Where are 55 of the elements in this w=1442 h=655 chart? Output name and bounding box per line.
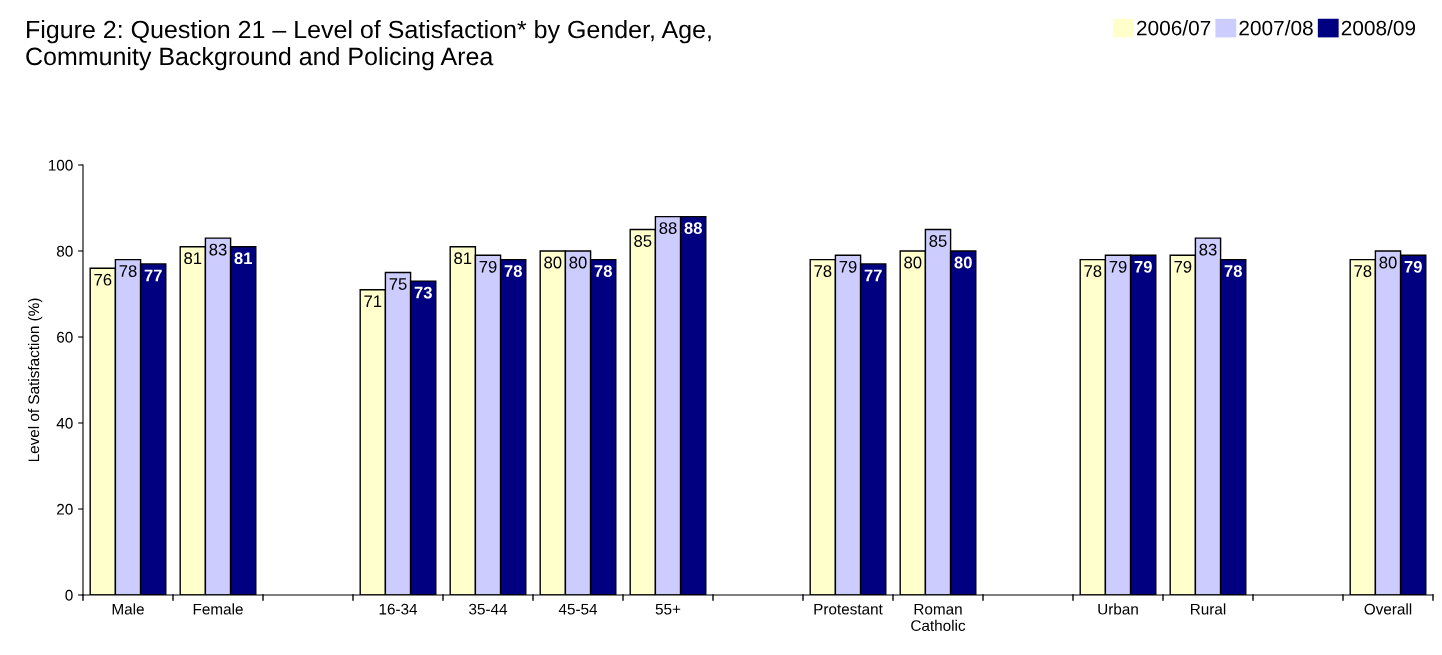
data-label: 75 <box>389 278 407 290</box>
data-label: 78 <box>814 265 832 277</box>
data-label: 85 <box>634 235 652 247</box>
data-label: 83 <box>209 243 227 256</box>
data-label: 83 <box>1199 243 1217 256</box>
data-label: 81 <box>184 252 202 265</box>
data-label: 79 <box>1174 260 1192 273</box>
legend-label: 2006/07 <box>1137 20 1211 36</box>
x-tick-label: Overall <box>1364 603 1412 615</box>
data-label: 81 <box>234 252 253 265</box>
y-tick-label: 20 <box>57 503 73 515</box>
y-axis-title: Level of Satisfaction (%) <box>27 298 43 462</box>
x-tick-label: 16-34 <box>379 603 418 615</box>
data-label: 79 <box>1109 260 1127 273</box>
legend-label: 2007/08 <box>1239 20 1313 36</box>
data-label: 80 <box>904 256 922 269</box>
data-label: 77 <box>864 269 882 282</box>
y-tick-label: 60 <box>57 331 73 343</box>
data-label: 77 <box>144 269 162 282</box>
x-tick-label: 35-44 <box>469 603 508 615</box>
x-tick-label: Urban <box>1098 603 1138 615</box>
y-tick-label: 0 <box>65 589 73 601</box>
data-label: 79 <box>839 260 857 273</box>
data-label: 73 <box>414 286 432 299</box>
data-label: 80 <box>544 256 562 269</box>
data-label: 78 <box>1224 265 1242 277</box>
data-label: 79 <box>1134 260 1152 273</box>
data-label: 80 <box>1379 256 1397 269</box>
data-label: 79 <box>479 260 497 273</box>
y-tick-label: 80 <box>56 245 73 257</box>
data-label: 78 <box>1354 265 1372 277</box>
data-label: 80 <box>954 256 972 269</box>
data-label: 76 <box>94 273 112 286</box>
x-tick-label: Rural <box>1191 603 1226 615</box>
x-tick-label: Roman Catholic <box>911 603 966 632</box>
data-label: 80 <box>569 256 587 269</box>
legend-label: 2008/09 <box>1341 20 1416 36</box>
y-tick-label: 40 <box>56 417 73 429</box>
x-tick-label: Male <box>112 603 144 615</box>
data-label: 78 <box>504 265 522 277</box>
x-tick-label: 45-54 <box>558 603 598 615</box>
x-tick-label: Female <box>193 603 243 615</box>
data-label: 78 <box>119 265 137 277</box>
x-tick-label: 55+ <box>655 603 681 615</box>
data-label: 88 <box>659 222 677 234</box>
x-tick-label: Protestant <box>814 603 883 615</box>
data-label: 85 <box>929 235 947 247</box>
y-tick-label: 100 <box>48 159 73 171</box>
data-label: 71 <box>364 295 382 307</box>
data-label: 81 <box>454 252 472 265</box>
chart-title: Figure 2: Question 21 – Level of Satisfaction* by Gender, Age, Community Background and Policing Area <box>26 20 711 71</box>
data-label: 88 <box>684 222 702 234</box>
data-label: 78 <box>594 265 612 277</box>
data-label: 78 <box>1084 265 1102 277</box>
data-label: 79 <box>1404 260 1422 273</box>
